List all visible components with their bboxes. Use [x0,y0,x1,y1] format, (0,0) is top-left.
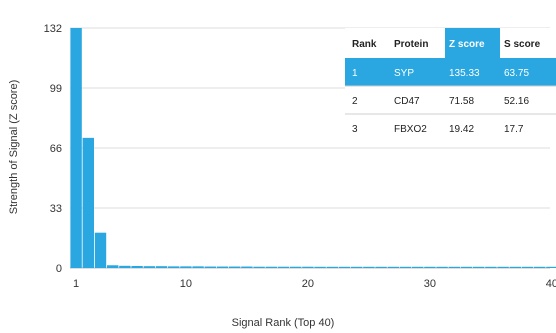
bar [216,266,229,268]
bar [375,266,387,268]
bar [180,266,192,268]
bar [473,266,485,268]
bar [290,266,302,268]
y-tick-label: 99 [50,83,62,95]
y-tick-label: 132 [44,23,62,35]
x-tick-label: 30 [424,278,436,290]
table-cell: 52.16 [504,96,529,107]
bar [338,266,351,268]
x-tick-label: 1 [73,278,79,290]
table-header: Z score [449,39,485,50]
table-row-highlight [345,58,556,86]
bar [424,266,436,268]
bar [302,266,314,268]
header-highlight-z [445,28,500,58]
table-cell: 2 [352,96,358,107]
bar [155,266,168,268]
y-tick-label: 66 [50,143,62,155]
bar [412,266,424,268]
x-axis: 1 10 20 30 40 [73,278,556,290]
bar [436,266,448,268]
x-tick-label: 20 [302,278,314,290]
x-tick-label: 40 [546,278,556,290]
bar [326,266,338,268]
y-tick-label: 0 [56,263,62,275]
bar [168,266,180,268]
table-header: Rank [352,39,377,50]
bar [143,266,155,268]
bar [399,266,412,268]
bar [521,266,534,268]
table-cell: SYP [394,68,414,79]
rank-table: Rank Protein Z score S score 1 SYP 135.33 63.75… [345,28,556,146]
bar [314,266,326,268]
bar [509,266,521,268]
bar [497,266,509,268]
y-axis: 0 33 66 99 132 [44,23,62,275]
header-cell-s [500,28,556,58]
bar [387,266,399,268]
table-header: Protein [394,39,428,50]
bar [546,266,556,268]
table-cell: FBXO2 [394,124,427,135]
table-cell: CD47 [394,96,420,107]
table-cell: 17.7 [504,124,524,135]
bar [265,266,277,268]
x-axis-title: Signal Rank (Top 40) [232,317,335,329]
y-axis-title: Strength of Signal (Z score) [8,80,20,215]
table-cell: 3 [352,124,358,135]
bar [107,265,119,268]
bar [192,266,204,268]
table-cell: 19.42 [449,124,474,135]
table-cell: 71.58 [449,96,474,107]
bar [253,266,265,268]
table-cell: 135.33 [449,68,480,79]
bar [448,266,460,268]
bar [363,266,375,268]
y-tick-label: 33 [50,203,62,215]
bar [94,232,107,268]
bars [70,28,556,268]
table-header: S score [504,39,541,50]
bar [119,265,131,268]
bar [351,266,363,268]
bar [485,266,497,268]
bar [131,266,143,268]
bar [229,266,241,268]
table-cell: 1 [352,68,358,79]
bar [70,28,82,268]
bar [241,266,253,268]
bar [534,266,546,268]
bar [204,266,216,268]
table-cell: 63.75 [504,68,529,79]
bar [277,266,290,268]
x-tick-label: 10 [180,278,192,290]
bar [460,266,473,268]
bar [82,137,94,268]
